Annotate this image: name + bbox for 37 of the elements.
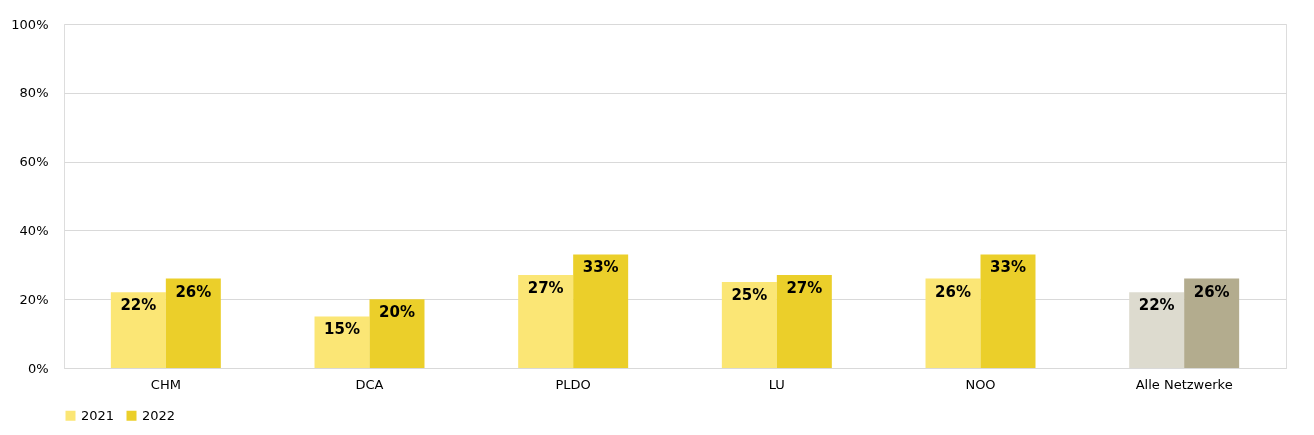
data-label: 33% [582, 258, 619, 277]
y-tick-label: 60% [19, 154, 49, 170]
data-label: 22% [120, 296, 157, 315]
bar [1184, 278, 1240, 368]
x-tick-label: NOO [965, 376, 996, 392]
bar [573, 254, 629, 368]
x-tick-label: LU [768, 376, 785, 392]
data-label: 27% [527, 279, 564, 298]
bar [776, 275, 832, 368]
data-label: 26% [1193, 282, 1230, 301]
legend-label: 2022 [142, 407, 176, 423]
data-label: 26% [175, 282, 212, 301]
y-tick-label: 0% [27, 360, 49, 376]
data-label: 25% [731, 286, 768, 304]
y-tick-label: 100% [11, 16, 49, 32]
bar [110, 292, 166, 368]
data-label: 15% [324, 320, 360, 339]
bar [165, 278, 221, 368]
data-label: 22% [1138, 296, 1175, 315]
x-tick-label: PLDO [555, 376, 591, 392]
x-tick-label: DCA [355, 376, 384, 392]
y-tick-label: 80% [19, 85, 49, 101]
bar [980, 254, 1036, 368]
legend-label: 2021 [81, 407, 115, 423]
bar [925, 278, 981, 368]
data-label: 33% [990, 258, 1026, 277]
bar [721, 282, 777, 368]
y-tick-label: 40% [19, 222, 49, 238]
x-tick-label: CHM [150, 376, 181, 392]
y-tick-label: 20% [19, 291, 49, 307]
bar [369, 299, 425, 368]
bar [518, 275, 574, 368]
bar [314, 316, 370, 368]
data-label: 26% [935, 282, 971, 301]
x-tick-label: Alle Netzwerke [1135, 376, 1233, 392]
data-label: 27% [786, 279, 823, 298]
data-label: 20% [379, 303, 415, 322]
